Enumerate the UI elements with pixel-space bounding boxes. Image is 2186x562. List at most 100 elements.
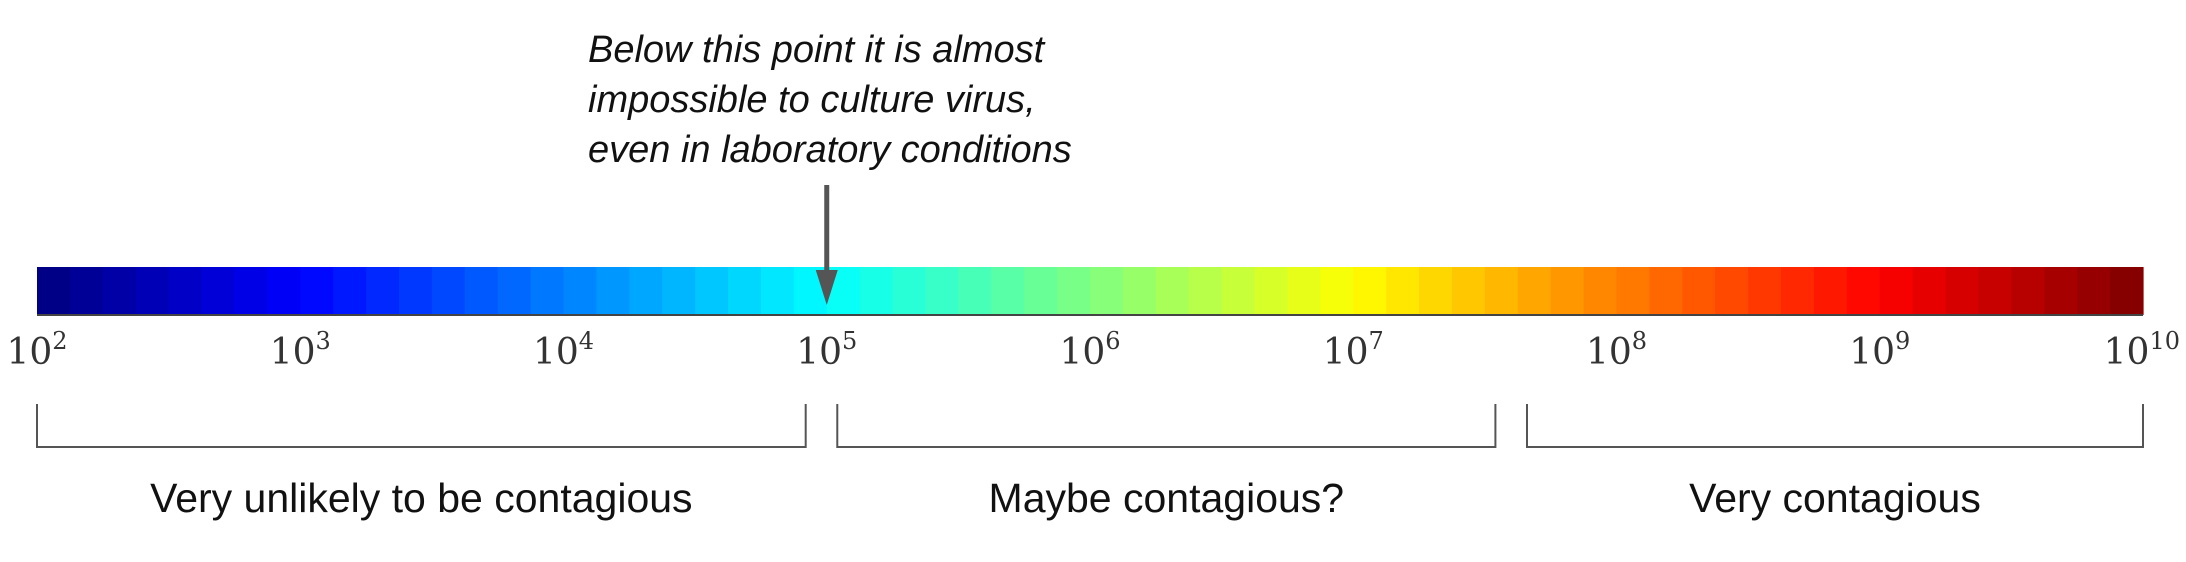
colorbar-cell bbox=[431, 267, 466, 315]
colorbar-cell bbox=[1649, 267, 1683, 315]
colorbar-cell bbox=[662, 267, 696, 315]
colorbar-cell bbox=[859, 267, 894, 315]
colorbar-cell bbox=[958, 267, 992, 315]
tick-label-exponent: 7 bbox=[1369, 327, 1384, 355]
colorbar-cell bbox=[728, 267, 762, 315]
colorbar-cell bbox=[1912, 267, 1947, 315]
colorbar-cell bbox=[300, 267, 334, 315]
range-bracket bbox=[836, 404, 1497, 448]
tick-label-exponent: 4 bbox=[579, 327, 594, 355]
tick-label-exponent: 9 bbox=[1895, 327, 1910, 355]
colorbar-cell bbox=[1090, 267, 1124, 315]
colorbar bbox=[37, 267, 2144, 315]
tick-label: 107 bbox=[1323, 327, 1384, 373]
range-bracket bbox=[36, 404, 807, 448]
annotation-line-2: impossible to culture virus, bbox=[588, 79, 1036, 121]
colorbar-cell bbox=[366, 267, 400, 315]
tick-label-exponent: 6 bbox=[1105, 327, 1120, 355]
colorbar-cell bbox=[1419, 267, 1453, 315]
colorbar-cell bbox=[1846, 267, 1881, 315]
colorbar-cell bbox=[333, 267, 367, 315]
colorbar-cell bbox=[135, 267, 170, 315]
colorbar-cell bbox=[69, 267, 104, 315]
tick-label: 105 bbox=[796, 327, 857, 373]
colorbar-cell bbox=[2044, 267, 2078, 315]
colorbar-cell bbox=[1484, 267, 1519, 315]
colorbar-cell bbox=[398, 267, 433, 315]
tick-label: 1010 bbox=[2104, 327, 2180, 373]
tick-label-base: 10 bbox=[270, 332, 316, 373]
range-label: Maybe contagious? bbox=[989, 475, 1345, 521]
tick-label: 106 bbox=[1059, 327, 1120, 373]
colorbar-cell bbox=[2077, 267, 2111, 315]
colorbar-cell bbox=[695, 267, 729, 315]
colorbar-cell bbox=[760, 267, 795, 315]
range-label: Very contagious bbox=[1689, 475, 1981, 521]
colorbar-cell bbox=[1813, 267, 1848, 315]
colorbar-cell bbox=[267, 267, 301, 315]
colorbar-cell bbox=[1978, 267, 2012, 315]
tick-label: 104 bbox=[533, 327, 594, 373]
colorbar-cell bbox=[1386, 267, 1420, 315]
tick-label-exponent: 2 bbox=[52, 327, 67, 355]
colorbar-cell bbox=[1057, 267, 1091, 315]
tick-label-base: 10 bbox=[1849, 332, 1895, 373]
colorbar-cell bbox=[925, 267, 959, 315]
tick-label-exponent: 3 bbox=[316, 327, 331, 355]
colorbar-cell bbox=[596, 267, 630, 315]
colorbar-cell bbox=[37, 267, 71, 315]
tick-label-base: 10 bbox=[2104, 332, 2150, 373]
tick-label-base: 10 bbox=[6, 332, 52, 373]
colorbar-cell bbox=[629, 267, 663, 315]
colorbar-cell bbox=[892, 267, 927, 315]
annotation-line-3: even in laboratory conditions bbox=[588, 129, 1072, 171]
tick-label-exponent: 8 bbox=[1632, 327, 1647, 355]
range-brackets: Very unlikely to be contagious Maybe cont… bbox=[36, 404, 2144, 521]
annotation-line-1: Below this point it is almost bbox=[588, 29, 1046, 71]
tick-label-exponent: 10 bbox=[2149, 327, 2180, 355]
colorbar-cell bbox=[563, 267, 598, 315]
colorbar-cell bbox=[2110, 267, 2144, 315]
annotation: Below this point it is almost impossible… bbox=[588, 29, 1072, 171]
colorbar-cell bbox=[1451, 267, 1486, 315]
colorbar-cell bbox=[1221, 267, 1256, 315]
colorbar-cell bbox=[497, 267, 532, 315]
colorbar-cell bbox=[1616, 267, 1651, 315]
colorbar-cell bbox=[1188, 267, 1223, 315]
colorbar-cell bbox=[1879, 267, 1914, 315]
tick-label-base: 10 bbox=[1586, 332, 1632, 373]
colorbar-cell bbox=[1320, 267, 1354, 315]
arrow-head bbox=[815, 270, 838, 305]
colorbar-cell bbox=[102, 267, 137, 315]
range-label: Very unlikely to be contagious bbox=[150, 475, 692, 521]
colorbar-cell bbox=[1550, 267, 1585, 315]
tick-label: 103 bbox=[270, 327, 331, 373]
colorbar-cell bbox=[1748, 267, 1782, 315]
colorbar-cell bbox=[1353, 267, 1387, 315]
tick-label: 102 bbox=[6, 327, 67, 373]
colorbar-cell bbox=[1945, 267, 1980, 315]
colorbar-cell bbox=[1517, 267, 1552, 315]
range-bracket bbox=[1525, 404, 2144, 448]
tick-label-base: 10 bbox=[796, 332, 842, 373]
tick-label-base: 10 bbox=[1059, 332, 1105, 373]
colorbar-cell bbox=[1583, 267, 1618, 315]
colorbar-cell bbox=[168, 267, 203, 315]
colorbar-cell bbox=[1682, 267, 1716, 315]
tick-label-exponent: 5 bbox=[842, 327, 857, 355]
tick-label-base: 10 bbox=[1323, 332, 1369, 373]
colorbar-cell bbox=[1122, 267, 1157, 315]
colorbar-cell bbox=[1781, 267, 1815, 315]
colorbar-cell bbox=[234, 267, 268, 315]
colorbar-cell bbox=[1254, 267, 1289, 315]
tick-label: 109 bbox=[1849, 327, 1910, 373]
tick-labels: 102 103 104 105 106 107 108 109 1010 bbox=[6, 327, 2180, 373]
colorbar-cell bbox=[201, 267, 236, 315]
pointer-arrow bbox=[815, 185, 838, 305]
colorbar-cell bbox=[991, 267, 1025, 315]
tick-label: 108 bbox=[1586, 327, 1647, 373]
colorbar-cell bbox=[1155, 267, 1190, 315]
colorbar-cell bbox=[1715, 267, 1749, 315]
colorbar-cell bbox=[464, 267, 499, 315]
